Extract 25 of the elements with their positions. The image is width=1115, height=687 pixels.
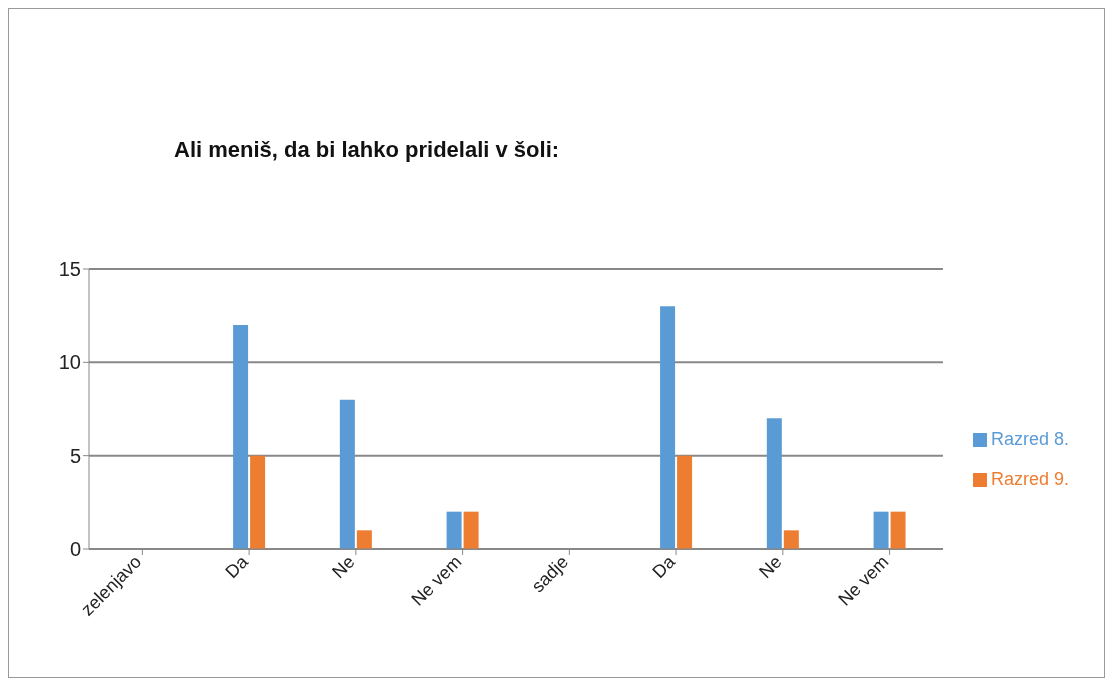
- y-tick-label: 10: [58, 351, 81, 374]
- legend-label: Razred 9.: [990, 469, 1069, 489]
- bar: [250, 455, 266, 549]
- x-tick-label: Ne: [328, 551, 359, 583]
- y-tick-label: 0: [69, 538, 81, 561]
- x-tick-label: Ne: [755, 551, 786, 583]
- bar: [890, 511, 906, 549]
- chart-title: Ali meniš, da bi lahko pridelali v šoli:: [174, 137, 560, 163]
- y-tick-label: 5: [69, 444, 81, 467]
- bar: [339, 399, 355, 549]
- bar: [233, 325, 249, 549]
- x-tick-label: Da: [221, 550, 253, 583]
- bar: [873, 511, 889, 549]
- bar: [766, 418, 782, 549]
- bar: [677, 455, 693, 549]
- x-tick-label: Ne vem: [407, 551, 466, 610]
- bar: [446, 511, 462, 549]
- x-tick-label: Ne vem: [834, 551, 893, 610]
- legend-label: Razred 8.: [990, 429, 1069, 449]
- bar: [463, 511, 479, 549]
- bar: [783, 530, 799, 549]
- x-tick-label: Da: [648, 550, 680, 583]
- bar: [356, 530, 372, 549]
- bar: [660, 306, 676, 549]
- y-tick-label: 15: [58, 258, 81, 281]
